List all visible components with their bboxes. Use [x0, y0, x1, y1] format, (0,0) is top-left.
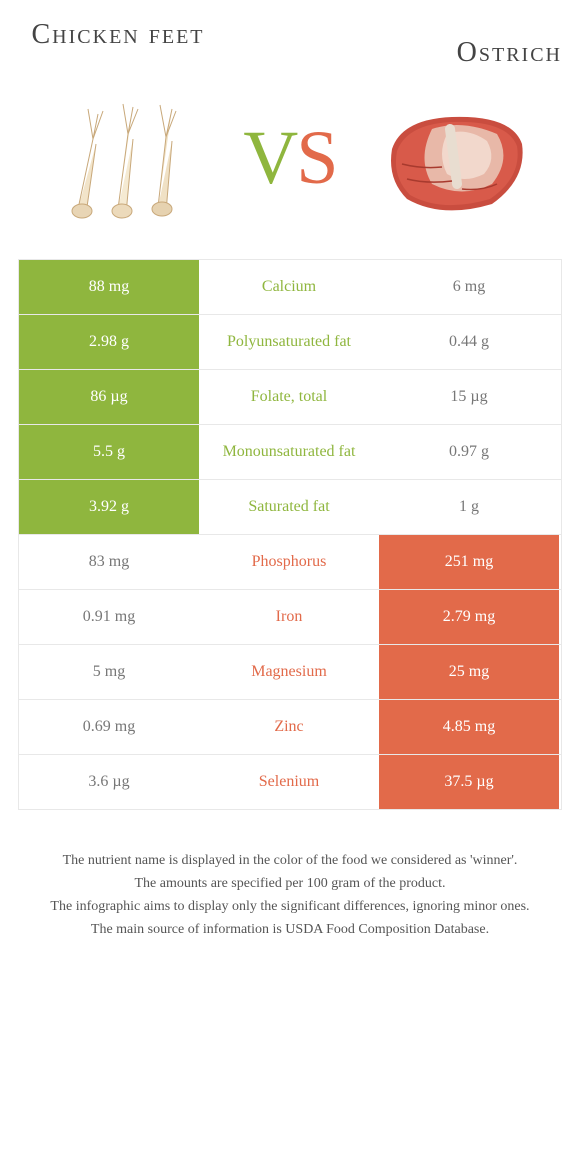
nutrient-name: Calcium: [199, 260, 379, 314]
table-row: 0.91 mgIron2.79 mg: [19, 589, 561, 644]
left-value: 5 mg: [19, 645, 199, 699]
nutrient-name: Selenium: [199, 755, 379, 809]
left-value: 0.69 mg: [19, 700, 199, 754]
right-value: 2.79 mg: [379, 590, 559, 644]
nutrient-name: Iron: [199, 590, 379, 644]
right-value: 25 mg: [379, 645, 559, 699]
nutrient-name: Phosphorus: [199, 535, 379, 589]
ostrich-meat-image: [372, 89, 532, 229]
left-value: 3.92 g: [19, 480, 199, 534]
table-row: 2.98 gPolyunsaturated fat0.44 g: [19, 314, 561, 369]
header-row: Chicken feet Ostrich: [18, 20, 562, 69]
footer-line-3: The infographic aims to display only the…: [38, 896, 542, 917]
table-row: 83 mgPhosphorus251 mg: [19, 534, 561, 589]
table-row: 3.6 µgSelenium37.5 µg: [19, 754, 561, 809]
footer-line-4: The main source of information is USDA F…: [38, 919, 542, 940]
left-value: 0.91 mg: [19, 590, 199, 644]
nutrient-name: Folate, total: [199, 370, 379, 424]
infographic-container: Chicken feet Ostrich VS: [0, 0, 580, 962]
table-row: 5.5 gMonounsaturated fat0.97 g: [19, 424, 561, 479]
nutrient-name: Zinc: [199, 700, 379, 754]
left-value: 5.5 g: [19, 425, 199, 479]
table-row: 88 mgCalcium6 mg: [19, 259, 561, 314]
nutrient-name: Polyunsaturated fat: [199, 315, 379, 369]
food-left-title: Chicken feet: [18, 20, 218, 51]
vs-s: S: [296, 116, 336, 200]
footer-line-1: The nutrient name is displayed in the co…: [38, 850, 542, 871]
right-value: 37.5 µg: [379, 755, 559, 809]
table-row: 86 µgFolate, total15 µg: [19, 369, 561, 424]
table-row: 3.92 gSaturated fat1 g: [19, 479, 561, 534]
chicken-feet-image: [48, 89, 208, 229]
left-value: 86 µg: [19, 370, 199, 424]
footer-line-2: The amounts are specified per 100 gram o…: [38, 873, 542, 894]
right-value: 4.85 mg: [379, 700, 559, 754]
right-value: 6 mg: [379, 260, 559, 314]
food-right-title: Ostrich: [362, 20, 562, 69]
right-value: 0.44 g: [379, 315, 559, 369]
nutrient-name: Saturated fat: [199, 480, 379, 534]
right-value: 1 g: [379, 480, 559, 534]
left-value: 3.6 µg: [19, 755, 199, 809]
left-value: 83 mg: [19, 535, 199, 589]
right-value: 15 µg: [379, 370, 559, 424]
nutrient-name: Monounsaturated fat: [199, 425, 379, 479]
vs-v: V: [243, 116, 296, 200]
right-value: 0.97 g: [379, 425, 559, 479]
nutrient-table: 88 mgCalcium6 mg2.98 gPolyunsaturated fa…: [18, 259, 562, 810]
left-value: 88 mg: [19, 260, 199, 314]
left-value: 2.98 g: [19, 315, 199, 369]
footer-notes: The nutrient name is displayed in the co…: [18, 850, 562, 940]
vs-label: VS: [243, 115, 336, 202]
nutrient-name: Magnesium: [199, 645, 379, 699]
right-value: 251 mg: [379, 535, 559, 589]
table-row: 0.69 mgZinc4.85 mg: [19, 699, 561, 754]
images-row: VS: [18, 89, 562, 229]
table-row: 5 mgMagnesium25 mg: [19, 644, 561, 699]
